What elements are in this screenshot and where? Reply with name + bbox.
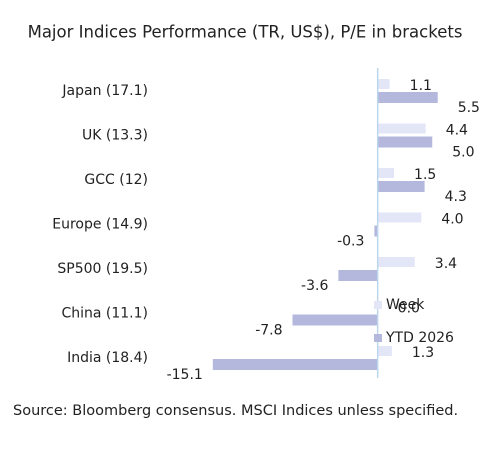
bar — [374, 225, 378, 237]
bar — [292, 314, 378, 326]
category-label: India (18.4) — [67, 350, 148, 366]
value-label: 4.4 — [446, 123, 468, 139]
category-label: Japan (17.1) — [61, 83, 148, 99]
bar — [377, 123, 426, 134]
legend-label: YTD 2026 — [385, 330, 454, 346]
bar — [377, 79, 390, 89]
bar — [377, 168, 395, 178]
value-label: 0.0 — [398, 301, 420, 317]
value-label: -3.6 — [301, 278, 328, 294]
bar — [377, 346, 392, 356]
category-label: GCC (12) — [84, 172, 148, 188]
value-label: -0.3 — [337, 234, 364, 250]
value-label: 4.0 — [441, 212, 463, 228]
legend-swatch — [374, 334, 382, 342]
source-note: Source: Bloomberg consensus. MSCI Indice… — [13, 403, 458, 419]
category-label: China (11.1) — [61, 306, 148, 322]
bar — [377, 92, 438, 103]
value-label: -7.8 — [255, 323, 282, 339]
bar — [212, 359, 378, 370]
category-label: SP500 (19.5) — [57, 261, 148, 277]
bar — [338, 270, 378, 281]
value-label: -15.1 — [167, 367, 203, 383]
value-label: 3.4 — [435, 256, 457, 272]
bar — [377, 212, 422, 223]
value-label: 1.1 — [410, 78, 432, 94]
bar — [377, 136, 433, 148]
category-label: Europe (14.9) — [52, 217, 148, 233]
bar — [377, 181, 425, 192]
category-label: UK (13.3) — [82, 128, 148, 144]
chart-title: Major Indices Performance (TR, US$), P/E… — [28, 23, 463, 42]
bar — [377, 257, 415, 267]
legend-label: Week — [386, 297, 425, 313]
value-label: 1.5 — [414, 167, 436, 183]
value-label: 4.3 — [445, 189, 467, 205]
value-label: 5.0 — [452, 145, 474, 161]
value-label: 5.5 — [458, 100, 480, 116]
value-label: 1.3 — [412, 345, 434, 361]
legend-swatch — [374, 301, 382, 309]
